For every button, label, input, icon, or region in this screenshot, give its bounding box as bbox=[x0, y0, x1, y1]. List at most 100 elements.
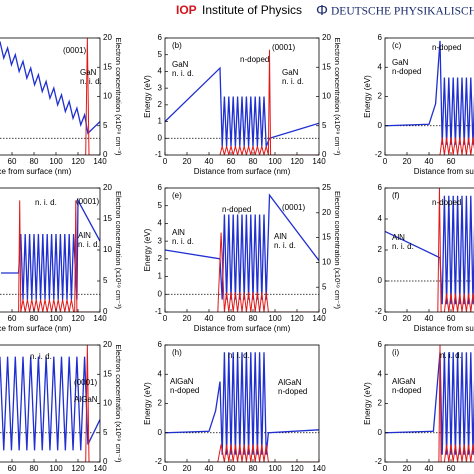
y-tick-label: -1 bbox=[155, 307, 163, 316]
y-tick-label: 4 bbox=[378, 214, 383, 223]
annotation: n. i. d. bbox=[35, 198, 57, 207]
y2-tick-label: 5 bbox=[103, 276, 108, 285]
y2-axis-label: Electron concentration (x10¹⁹ cm⁻³) bbox=[114, 37, 123, 156]
x-tick-label: 20 bbox=[183, 314, 192, 323]
y2-tick-label: 10 bbox=[322, 92, 331, 101]
y-tick-label: 0 bbox=[378, 276, 383, 285]
y-tick-label: 6 bbox=[378, 340, 383, 349]
y2-tick-label: 0 bbox=[322, 150, 327, 159]
x-tick-label: 0 bbox=[163, 464, 168, 473]
x-tick-label: 40 bbox=[205, 157, 214, 166]
y-tick-label: 6 bbox=[378, 33, 383, 42]
x-axis-label: Distance from surface (nm) bbox=[0, 167, 72, 176]
plot-frame bbox=[164, 187, 320, 313]
y2-axis-label: Electron concentration (x10¹⁹ cm⁻³) bbox=[114, 344, 123, 463]
conduction-band-line bbox=[385, 195, 474, 305]
x-tick-label: 60 bbox=[8, 157, 17, 166]
y-tick-label: 2 bbox=[378, 92, 383, 101]
annotation: GaN bbox=[392, 58, 409, 67]
annotation: GaN bbox=[172, 60, 189, 69]
y2-tick-label: 0 bbox=[103, 307, 108, 316]
annotation: n. i. d. bbox=[172, 69, 194, 78]
annotation: n-doped bbox=[392, 386, 421, 395]
x-tick-label: 0 bbox=[383, 314, 388, 323]
y2-tick-label: 20 bbox=[322, 208, 331, 217]
y-tick-label: 0 bbox=[378, 121, 383, 130]
x-tick-label: 20 bbox=[403, 464, 412, 473]
conduction-band-line bbox=[165, 352, 319, 455]
annotation: AlN bbox=[392, 233, 405, 242]
annotation: AlN bbox=[78, 231, 91, 240]
annotation: n. i. d. bbox=[172, 237, 194, 246]
y-tick-label: 5 bbox=[158, 201, 163, 210]
y2-tick-label: 10 bbox=[103, 245, 112, 254]
y-tick-label: 6 bbox=[158, 340, 163, 349]
y-tick-label: 2 bbox=[378, 399, 383, 408]
y-tick-label: 5 bbox=[158, 50, 163, 59]
x-tick-label: 0 bbox=[163, 314, 168, 323]
panel-label: (c) bbox=[392, 41, 402, 50]
x-tick-label: 100 bbox=[268, 314, 282, 323]
x-tick-label: 80 bbox=[249, 157, 258, 166]
y2-tick-label: 20 bbox=[322, 33, 331, 42]
annotation: n-doped bbox=[432, 43, 461, 52]
annotation: n-doped bbox=[278, 387, 307, 396]
x-tick-label: 20 bbox=[403, 157, 412, 166]
panel: 0 20 40 60 80 100 120 140-101234560510152025Dis… bbox=[143, 183, 342, 333]
x-tick-label: 40 bbox=[425, 464, 434, 473]
annotation: n-doped bbox=[392, 67, 421, 76]
y-tick-label: 4 bbox=[158, 67, 163, 76]
x-tick-label: 0 bbox=[163, 157, 168, 166]
annotation: (0001) bbox=[272, 43, 295, 52]
y-tick-label: 3 bbox=[158, 236, 163, 245]
y-tick-label: 0 bbox=[158, 133, 163, 142]
x-tick-label: 120 bbox=[71, 314, 85, 323]
y-tick-label: 6 bbox=[378, 183, 383, 192]
y2-tick-label: 15 bbox=[103, 214, 112, 223]
electron-concentration-line bbox=[209, 444, 319, 462]
electron-concentration-line bbox=[217, 232, 319, 312]
x-tick-label: 60 bbox=[447, 464, 456, 473]
y2-tick-label: 15 bbox=[103, 62, 112, 71]
annotation: n-doped bbox=[240, 55, 269, 64]
y-tick-label: 2 bbox=[158, 100, 163, 109]
y-tick-label: -2 bbox=[155, 457, 163, 466]
annotation: n. i. d. bbox=[80, 77, 102, 86]
conduction-band-line bbox=[0, 356, 100, 451]
conduction-band-line bbox=[385, 352, 474, 455]
x-axis-label: Distance from surface (nm) bbox=[414, 324, 474, 333]
y2-tick-label: 20 bbox=[103, 33, 112, 42]
annotation: AlN bbox=[172, 228, 185, 237]
annotation: GaN bbox=[80, 68, 97, 77]
panel-label: (b) bbox=[172, 41, 182, 50]
y-axis-label: Energy (eV) bbox=[143, 228, 152, 271]
y2-axis-label: Electron concentration (x10¹⁹ cm⁻³) bbox=[114, 191, 123, 310]
y2-tick-label: 5 bbox=[322, 121, 327, 130]
y-tick-label: 4 bbox=[378, 62, 383, 71]
x-tick-label: 80 bbox=[249, 314, 258, 323]
x-tick-label: 60 bbox=[447, 314, 456, 323]
x-tick-label: 100 bbox=[268, 157, 282, 166]
x-tick-label: 80 bbox=[30, 314, 39, 323]
annotation: n. i. d. bbox=[228, 351, 250, 360]
x-tick-label: 120 bbox=[71, 157, 85, 166]
publisher-name: Institute of Physics bbox=[202, 3, 302, 17]
conduction-band-line bbox=[385, 40, 474, 145]
y-tick-label: 2 bbox=[158, 399, 163, 408]
electron-concentration-line bbox=[78, 38, 100, 155]
y-tick-label: 4 bbox=[378, 369, 383, 378]
annotation: n. i. d. bbox=[78, 240, 100, 249]
y-tick-label: 2 bbox=[158, 254, 163, 263]
y-axis-label: Energy (eV) bbox=[143, 382, 152, 425]
y2-tick-label: 0 bbox=[322, 307, 327, 316]
logo-iop: IOP bbox=[176, 3, 197, 17]
x-tick-label: 140 bbox=[312, 314, 326, 323]
y-tick-label: 1 bbox=[158, 272, 163, 281]
y2-tick-label: 0 bbox=[103, 457, 108, 466]
y2-tick-label: 5 bbox=[103, 428, 108, 437]
y-tick-label: 3 bbox=[158, 83, 163, 92]
x-tick-label: 60 bbox=[8, 314, 17, 323]
y2-tick-label: 10 bbox=[103, 399, 112, 408]
